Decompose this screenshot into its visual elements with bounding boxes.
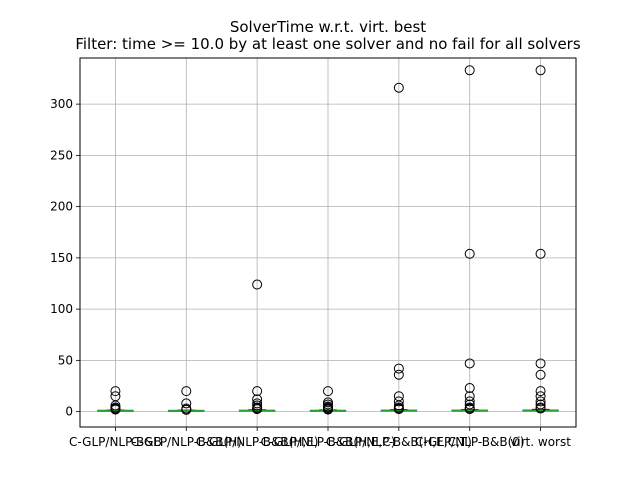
axes-frame <box>79 57 577 428</box>
x-tick-label: C-GLP/NLP-B&B(H,E,C) <box>261 435 396 449</box>
outlier-point <box>252 404 263 415</box>
plot-area: 050100150200250300C-GLP/NLP-B&BC-GLP/NLP… <box>50 57 577 449</box>
x-tick-label: C-GLP/NLP-B&B(H,E,C,T) <box>326 435 472 449</box>
outlier-point <box>252 279 263 290</box>
outlier-point <box>464 404 475 415</box>
outlier-point <box>464 383 475 394</box>
outlier-point <box>181 386 192 397</box>
outlier-point <box>393 82 404 93</box>
y-tick-label: 0 <box>65 405 73 419</box>
outlier-point <box>535 358 546 369</box>
y-tick-label: 250 <box>50 148 73 162</box>
chart-subtitle: Filter: time >= 10.0 by at least one sol… <box>75 35 581 53</box>
outlier-point <box>535 403 546 414</box>
outlier-point <box>181 398 192 409</box>
outlier-point <box>393 363 404 374</box>
outlier-point <box>535 396 546 407</box>
outlier-point <box>110 386 121 397</box>
outlier-point <box>464 399 475 410</box>
outlier-point <box>535 369 546 380</box>
x-tick-label: C-GLP/NLP-B&B(H,E) <box>196 435 319 449</box>
outlier-point <box>535 65 546 76</box>
outlier-point <box>110 404 121 415</box>
outlier-point <box>393 396 404 407</box>
outlier-point <box>535 386 546 397</box>
outlier-point <box>464 396 475 407</box>
x-tick-label: virt. worst <box>510 435 571 449</box>
outlier-point <box>464 248 475 259</box>
outlier-point <box>181 404 192 415</box>
outlier-point <box>464 65 475 76</box>
outlier-point <box>393 404 404 415</box>
y-tick-label: 300 <box>50 97 73 111</box>
outlier-point <box>535 248 546 259</box>
y-tick-label: 100 <box>50 302 73 316</box>
outlier-point <box>393 369 404 380</box>
x-tick-label: C-GLP/NLP-B&B(H) <box>131 435 242 449</box>
y-tick-label: 200 <box>50 200 73 214</box>
chart-title: SolverTime w.r.t. virt. best <box>230 18 426 36</box>
y-tick-label: 50 <box>58 353 73 367</box>
outlier-point <box>323 386 333 397</box>
y-tick-label: 150 <box>50 251 73 265</box>
outlier-point <box>323 404 333 415</box>
outlier-point <box>535 399 546 410</box>
x-tick-label: C-GLP/NLP-B&B <box>69 435 162 449</box>
outlier-point <box>464 391 475 402</box>
outlier-point <box>252 386 263 397</box>
outlier-point <box>464 358 475 369</box>
outlier-point <box>535 391 546 402</box>
x-tick-label: C-GLP/NLP-B&B(0) <box>415 435 525 449</box>
